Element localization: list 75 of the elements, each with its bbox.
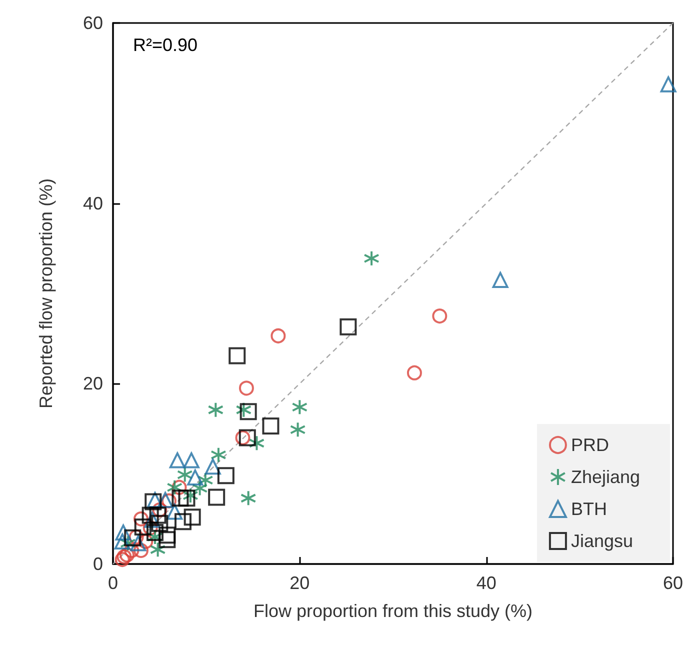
point <box>432 308 448 324</box>
point <box>172 490 189 507</box>
point <box>172 480 187 495</box>
point <box>158 526 176 544</box>
point <box>240 490 256 506</box>
legend-label: PRD <box>570 435 609 455</box>
y-axis-title: Reported flow proportion (%) <box>36 178 56 409</box>
point <box>134 518 152 536</box>
point <box>217 467 234 484</box>
point <box>124 529 142 546</box>
point <box>340 318 357 336</box>
point <box>134 511 148 526</box>
point <box>197 472 214 488</box>
point <box>169 452 186 468</box>
point <box>183 452 200 468</box>
point <box>144 512 160 528</box>
point <box>142 520 158 536</box>
point <box>120 547 134 562</box>
point <box>166 504 183 520</box>
point <box>138 534 154 549</box>
point <box>238 380 254 396</box>
point <box>204 458 221 475</box>
y-tick-label: 0 <box>92 554 103 574</box>
point <box>166 479 183 496</box>
point <box>152 502 168 518</box>
point <box>134 542 148 558</box>
point <box>124 542 140 558</box>
point <box>176 466 193 483</box>
point <box>406 365 422 380</box>
point <box>187 469 204 486</box>
point <box>492 272 508 288</box>
point <box>364 250 380 266</box>
point <box>240 403 257 420</box>
point <box>262 418 280 435</box>
point <box>146 524 164 541</box>
point <box>270 328 286 344</box>
point <box>208 488 226 506</box>
point <box>157 492 174 508</box>
point <box>128 529 144 544</box>
point <box>130 535 146 552</box>
point <box>184 508 201 526</box>
point <box>248 435 265 452</box>
point <box>210 446 226 463</box>
point <box>660 76 676 92</box>
x-axis-title: Flow proportion from this study (%) <box>253 601 533 621</box>
point <box>238 429 256 446</box>
point <box>150 542 166 558</box>
point <box>192 480 208 496</box>
legend-label: Zhejiang <box>570 467 640 487</box>
y-tick-label: 60 <box>82 13 103 33</box>
point <box>120 535 136 552</box>
legend-label: Jiangsu <box>570 531 633 551</box>
point <box>178 490 196 507</box>
point <box>149 506 166 524</box>
point <box>235 430 250 446</box>
point <box>174 513 192 530</box>
point <box>228 347 246 364</box>
x-tick-label: 60 <box>662 573 684 593</box>
point <box>290 422 306 438</box>
point <box>162 493 176 508</box>
point <box>292 399 308 416</box>
x-tick-label: 40 <box>476 573 496 593</box>
point <box>208 402 224 418</box>
y-tick-label: 40 <box>82 193 103 214</box>
point <box>158 531 176 548</box>
point <box>115 524 132 540</box>
y-tick-label: 20 <box>82 374 103 394</box>
point <box>182 487 198 504</box>
annotation: R²=0.90 <box>133 35 198 55</box>
x-tick-label: 0 <box>108 573 118 593</box>
point <box>142 506 159 524</box>
point <box>114 533 130 550</box>
legend-label: BTH <box>570 499 607 519</box>
x-tick-label: 20 <box>290 573 310 593</box>
point <box>151 514 168 532</box>
